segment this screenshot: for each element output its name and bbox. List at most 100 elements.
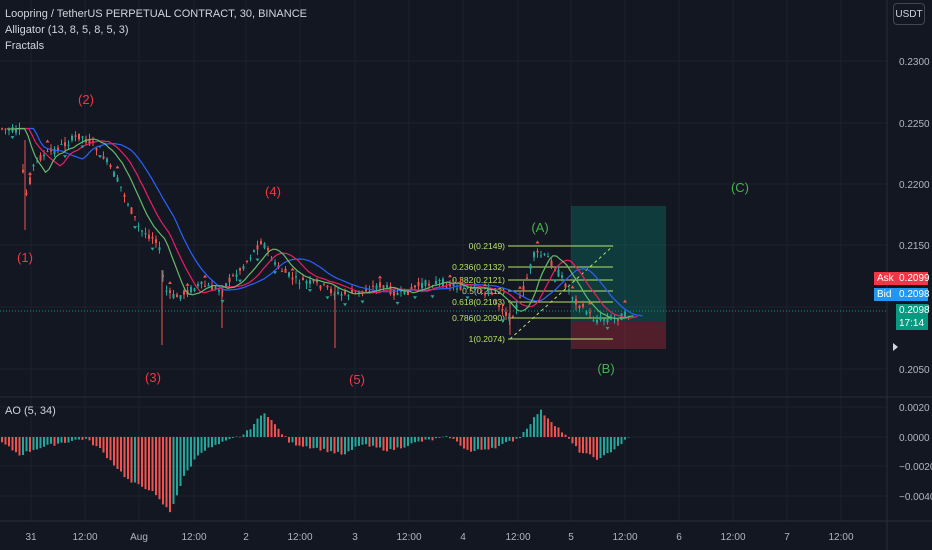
fib-level-label: 0(0.2149): [469, 241, 506, 251]
fractal-marker: [343, 303, 347, 307]
ao-bar: [627, 437, 630, 438]
ao-bar: [267, 417, 269, 437]
ao-axis[interactable]: 0.0020 0.0000 −0.0020 −0.0040: [899, 403, 932, 503]
ao-bar: [393, 437, 395, 451]
ao-bar: [186, 437, 189, 471]
alligator-legend[interactable]: Alligator (13, 8, 5, 8, 5, 3): [5, 24, 129, 36]
candle-body: [102, 156, 105, 159]
candle-body: [71, 135, 73, 141]
fractals-legend[interactable]: Fractals: [5, 40, 45, 52]
candle-body: [578, 305, 581, 308]
ao-bar: [165, 437, 168, 508]
candle-body: [480, 289, 483, 292]
candle-body: [624, 311, 626, 318]
time-axis-label: 12:00: [287, 532, 312, 543]
ao-bar: [564, 434, 567, 437]
fib-retracement-tool[interactable]: 0(0.2149) 0.236(0.2132) 0.382(0.2121)0.5(0…: [452, 241, 614, 344]
ao-bar: [183, 437, 185, 476]
candle-body: [193, 288, 196, 292]
fractal-marker: [465, 296, 470, 300]
ao-bar: [484, 437, 486, 450]
ao-bar: [155, 437, 157, 496]
time-axis-label: 31: [25, 532, 37, 543]
candle-body: [407, 289, 409, 295]
fractal-marker: [395, 301, 400, 305]
ao-bar: [568, 437, 570, 439]
ao-bar: [29, 437, 31, 452]
candle-body: [375, 285, 378, 290]
candle-body: [596, 319, 598, 323]
ao-bar: [249, 429, 252, 437]
candle-body: [354, 290, 357, 292]
ao-bar: [207, 437, 210, 448]
long-position-target-zone[interactable]: [571, 206, 666, 322]
ao-bar: [480, 437, 483, 450]
ao-legend[interactable]: AO (5, 34): [5, 405, 56, 417]
ao-bar: [333, 437, 336, 454]
candle-body: [78, 133, 80, 140]
ao-bar: [473, 437, 476, 451]
candle-body: [382, 285, 385, 288]
fractal-marker: [98, 155, 102, 159]
long-position-stop-zone[interactable]: [571, 322, 666, 349]
candle-body: [582, 304, 584, 307]
ask-tag-label: Ask: [874, 272, 896, 285]
ao-bar: [46, 437, 49, 445]
fractal-marker: [255, 258, 260, 262]
fractal-marker: [448, 274, 452, 278]
candle-body: [4, 128, 7, 130]
fib-level-label: 1(0.2074): [469, 334, 506, 344]
candle-body: [263, 243, 266, 248]
ao-bar: [582, 437, 584, 454]
candle-body: [326, 285, 329, 288]
candle-body: [466, 287, 469, 289]
last-price-tag: 0.2098: [896, 304, 930, 317]
candle-body: [120, 186, 122, 188]
ao-bar: [288, 437, 290, 443]
wave-label: (4): [265, 184, 281, 199]
candle-body: [410, 287, 413, 290]
candle-body: [428, 283, 430, 286]
ao-bar: [102, 437, 105, 453]
fractal-marker: [203, 274, 207, 278]
candle-body: [232, 275, 234, 277]
fractal-marker: [535, 240, 540, 244]
ao-bar: [305, 437, 308, 447]
ao-bar: [347, 437, 350, 452]
fractal-marker: [273, 271, 277, 275]
candle-body: [316, 280, 318, 283]
ao-bar: [592, 437, 595, 458]
candle-body: [123, 194, 126, 198]
candle-body: [431, 286, 434, 288]
price-axis-label: 0.2250: [899, 119, 930, 130]
time-axis-label: 12:00: [720, 532, 745, 543]
ao-bar: [505, 437, 507, 443]
fractal-marker: [168, 280, 172, 284]
candle-body: [484, 294, 486, 296]
bid-price-tag: 0.2098: [896, 288, 930, 301]
ao-bar: [235, 436, 238, 438]
ao-bar: [501, 437, 504, 444]
candle-body: [253, 249, 255, 252]
candle-body: [393, 289, 395, 296]
time-axis[interactable]: 31 12:00 Aug 12:00 2 12:00 3 12:00 4 12:00 5 12:00 6…: [25, 532, 854, 543]
currency-button[interactable]: USDT: [893, 3, 925, 25]
ao-bar: [323, 437, 325, 449]
candle-body: [372, 285, 374, 287]
ao-bar: [211, 437, 213, 448]
ao-bar: [491, 437, 493, 448]
candle-body: [575, 299, 577, 305]
ao-bar: [39, 437, 42, 449]
candle-body: [214, 287, 217, 290]
symbol-title[interactable]: Loopring / TetherUS PERPETUAL CONTRACT, …: [5, 8, 307, 20]
ao-bar: [81, 437, 84, 440]
scroll-right-arrow-icon[interactable]: [893, 343, 898, 351]
candle-body: [606, 317, 609, 323]
elliott-wave-labels[interactable]: (1) (2) (3) (4) (5) (A) (B) (C): [17, 92, 749, 387]
candle-body: [305, 281, 308, 284]
ao-bar: [312, 437, 315, 449]
ao-bar: [242, 434, 245, 437]
ao-bar: [543, 415, 546, 437]
candle-body: [151, 236, 154, 239]
